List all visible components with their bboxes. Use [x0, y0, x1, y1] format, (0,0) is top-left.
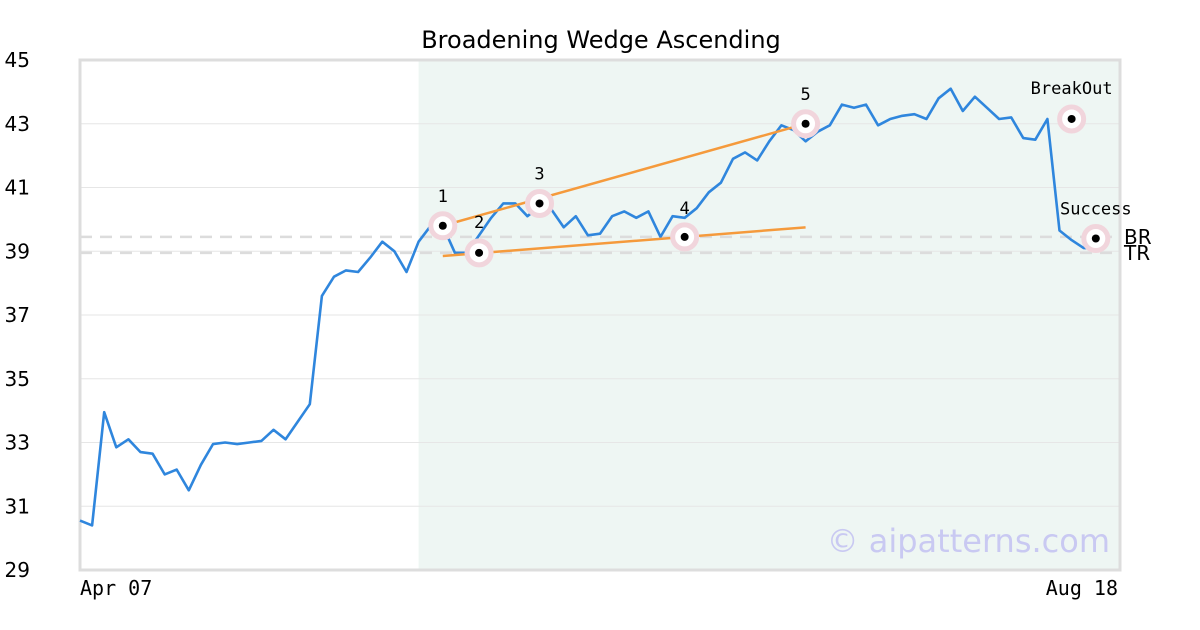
- y-tick-label: 29: [5, 558, 30, 582]
- y-tick-label: 41: [5, 176, 30, 200]
- point-label: 4: [680, 199, 690, 219]
- point-marker: [438, 221, 447, 230]
- trend-line: [442, 122, 806, 227]
- y-tick-label: 45: [5, 48, 30, 72]
- x-tick-label: Aug 18: [1046, 576, 1118, 600]
- point-marker: [801, 119, 810, 128]
- x-axis-ticks: Apr 07 Aug 18: [80, 576, 1118, 600]
- point-marker: [680, 232, 689, 241]
- y-tick-label: 35: [5, 367, 30, 391]
- point-label: Success: [1060, 200, 1132, 220]
- pattern-points: 1 2 3 4 5 BreakOut Success: [428, 79, 1132, 268]
- y-tick-label: 43: [5, 112, 30, 136]
- point-label: 2: [474, 213, 484, 233]
- point-marker: [1067, 114, 1076, 123]
- y-axis-ticks: 29 31 33 35 37 39 41 43 45: [5, 48, 30, 582]
- y-tick-label: 33: [5, 431, 30, 455]
- chart-title: Broadening Wedge Ascending: [421, 26, 781, 54]
- point-label: 1: [438, 187, 448, 207]
- y-tick-label: 39: [5, 239, 30, 263]
- y-tick-label: 31: [5, 494, 30, 518]
- point-label: BreakOut: [1031, 79, 1113, 99]
- point-marker: [1091, 234, 1100, 243]
- price-line: [79, 87, 1096, 527]
- x-tick-label: Apr 07: [80, 576, 152, 600]
- watermark: © aipatterns.com: [827, 522, 1110, 560]
- trend-lines: [442, 122, 806, 258]
- reference-line-label: TR: [1123, 241, 1150, 265]
- reference-line-label: BR: [1124, 225, 1152, 249]
- point-marker: [475, 248, 484, 257]
- point-label: 3: [534, 164, 544, 184]
- trend-line: [442, 226, 806, 258]
- y-tick-label: 37: [5, 303, 30, 327]
- point-marker: [535, 199, 544, 208]
- point-label: 5: [800, 85, 810, 105]
- plot-frame: [78, 58, 1122, 572]
